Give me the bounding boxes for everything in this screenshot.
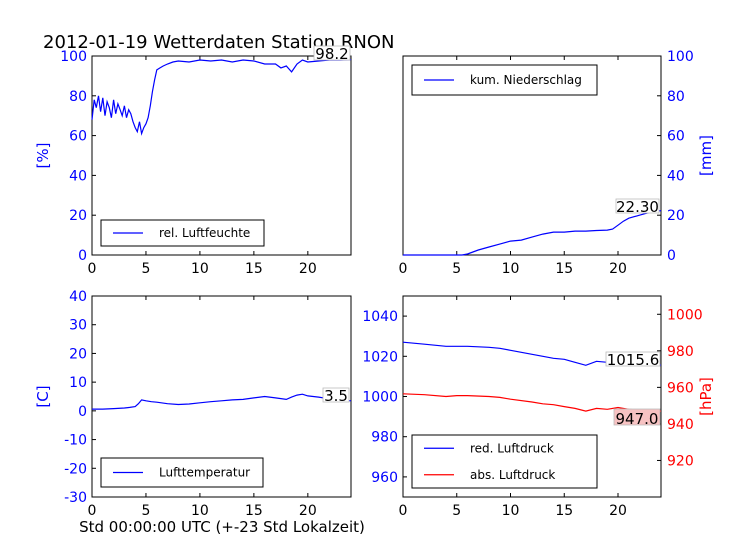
x-tick-label: 0	[399, 503, 408, 519]
plot-frame	[402, 55, 662, 256]
x-tick-label: 15	[555, 261, 573, 277]
y-tick-label-right: 980	[667, 344, 694, 360]
x-tick-label: 5	[452, 261, 461, 277]
series-line-kum-niederschlag	[403, 210, 662, 256]
value-annotation: 3.5	[324, 387, 348, 405]
value-annotation-box	[613, 408, 661, 426]
y-tick-label: 20	[69, 208, 87, 224]
y-tick-label-right: 20	[667, 208, 685, 224]
legend-label: kum. Niederschlag	[470, 73, 582, 87]
y-tick-label: 20	[69, 346, 87, 362]
x-axis-label: Std 00:00:00 UTC (+-23 Std Lokalzeit)	[79, 518, 365, 536]
series-line-lufttemperatur	[92, 393, 352, 410]
y-tick-label-right: 920	[667, 453, 694, 469]
y-tick-label-right: 60	[667, 129, 685, 145]
y-tick-label: 40	[69, 168, 87, 184]
y-axis-label: [hPa]	[697, 377, 715, 416]
value-annotation-box	[615, 198, 660, 214]
y-tick-label: -10	[64, 433, 87, 449]
value-annotation-box	[322, 387, 350, 403]
x-tick-label: 20	[609, 503, 627, 519]
legend-label: abs. Luftdruck	[470, 468, 555, 482]
x-tick-label: 20	[299, 261, 317, 277]
value-annotation: 98.2	[315, 45, 348, 63]
x-tick-label: 0	[399, 261, 408, 277]
value-annotation: 1015.6	[607, 351, 660, 369]
y-tick-label-right: 0	[667, 248, 676, 264]
y-tick-label: 10	[69, 375, 87, 391]
panel-top-right: 0 5 10 15 20 0 20 40 60 80 100 [mm] kum. Niederschla…	[399, 49, 715, 277]
x-tick-label: 15	[245, 503, 263, 519]
y-tick-label: -30	[64, 490, 87, 506]
y-tick-label: 1000	[362, 390, 398, 406]
x-tick-label: 5	[452, 503, 461, 519]
y-tick-label-right: 960	[667, 380, 694, 396]
y-tick-label: -20	[64, 461, 87, 477]
y-axis-label: [%]	[34, 143, 52, 169]
legend-label: red. Luftdruck	[470, 441, 554, 455]
x-tick-label: 15	[555, 503, 573, 519]
x-tick-label: 10	[191, 503, 209, 519]
y-axis-label: [C]	[34, 385, 52, 407]
x-tick-label: 5	[141, 261, 150, 277]
value-annotation-box	[313, 45, 351, 61]
value-annotation-box	[605, 351, 661, 367]
y-tick-label: 1020	[362, 349, 398, 365]
y-tick-label-right: 1000	[667, 307, 703, 323]
y-tick-label-right: 80	[667, 89, 685, 105]
y-tick-label: 0	[78, 404, 87, 420]
y-tick-label: 30	[69, 318, 87, 334]
y-tick-label: 980	[371, 430, 398, 446]
x-tick-label: 10	[502, 261, 520, 277]
y-tick-label: 100	[60, 49, 87, 65]
value-annotation: 947.0	[616, 410, 659, 428]
y-tick-label: 960	[371, 470, 398, 486]
x-tick-label: 20	[299, 503, 317, 519]
panel-bottom-right: 0 5 10 15 20 960 980 1000 1020 1040 920 940 960 980 10…	[362, 295, 715, 519]
x-tick-label: 0	[88, 261, 97, 277]
x-tick-label: 10	[191, 261, 209, 277]
plot-frame	[91, 55, 352, 256]
x-tick-label: 10	[502, 503, 520, 519]
x-tick-label: 5	[141, 503, 150, 519]
panel-bottom-left: 0 5 10 15 20 -30 -20 -10 0 10 20 30 40 [C] Lufttempera…	[34, 289, 352, 519]
y-tick-label: 40	[69, 289, 87, 305]
figure-title: 2012-01-19 Wetterdaten Station RNON	[43, 32, 394, 53]
x-tick-label: 0	[88, 503, 97, 519]
x-tick-label: 20	[609, 261, 627, 277]
y-tick-label-right: 40	[667, 168, 685, 184]
legend-label: Lufttemperatur	[159, 466, 250, 480]
y-tick-label: 1040	[362, 309, 398, 325]
y-tick-label-right: 100	[667, 49, 694, 65]
legend-label: rel. Luftfeuchte	[159, 226, 250, 240]
value-annotation: 22.30	[616, 198, 659, 216]
x-tick-label: 15	[245, 261, 263, 277]
y-tick-label: 80	[69, 89, 87, 105]
plot-frame	[91, 295, 352, 498]
y-tick-label-right: 940	[667, 417, 694, 433]
y-axis-label: [mm]	[697, 135, 715, 176]
panel-top-left: 0 5 10 15 20 0 20 40 60 80 100 [%] rel. Luftfeuchte 9…	[34, 45, 352, 277]
y-tick-label: 0	[78, 248, 87, 264]
y-tick-label: 60	[69, 129, 87, 145]
series-line-abs-luftdruck	[402, 393, 662, 412]
legend-box	[411, 434, 598, 489]
series-line-rel-luftfeuchte	[91, 59, 352, 136]
